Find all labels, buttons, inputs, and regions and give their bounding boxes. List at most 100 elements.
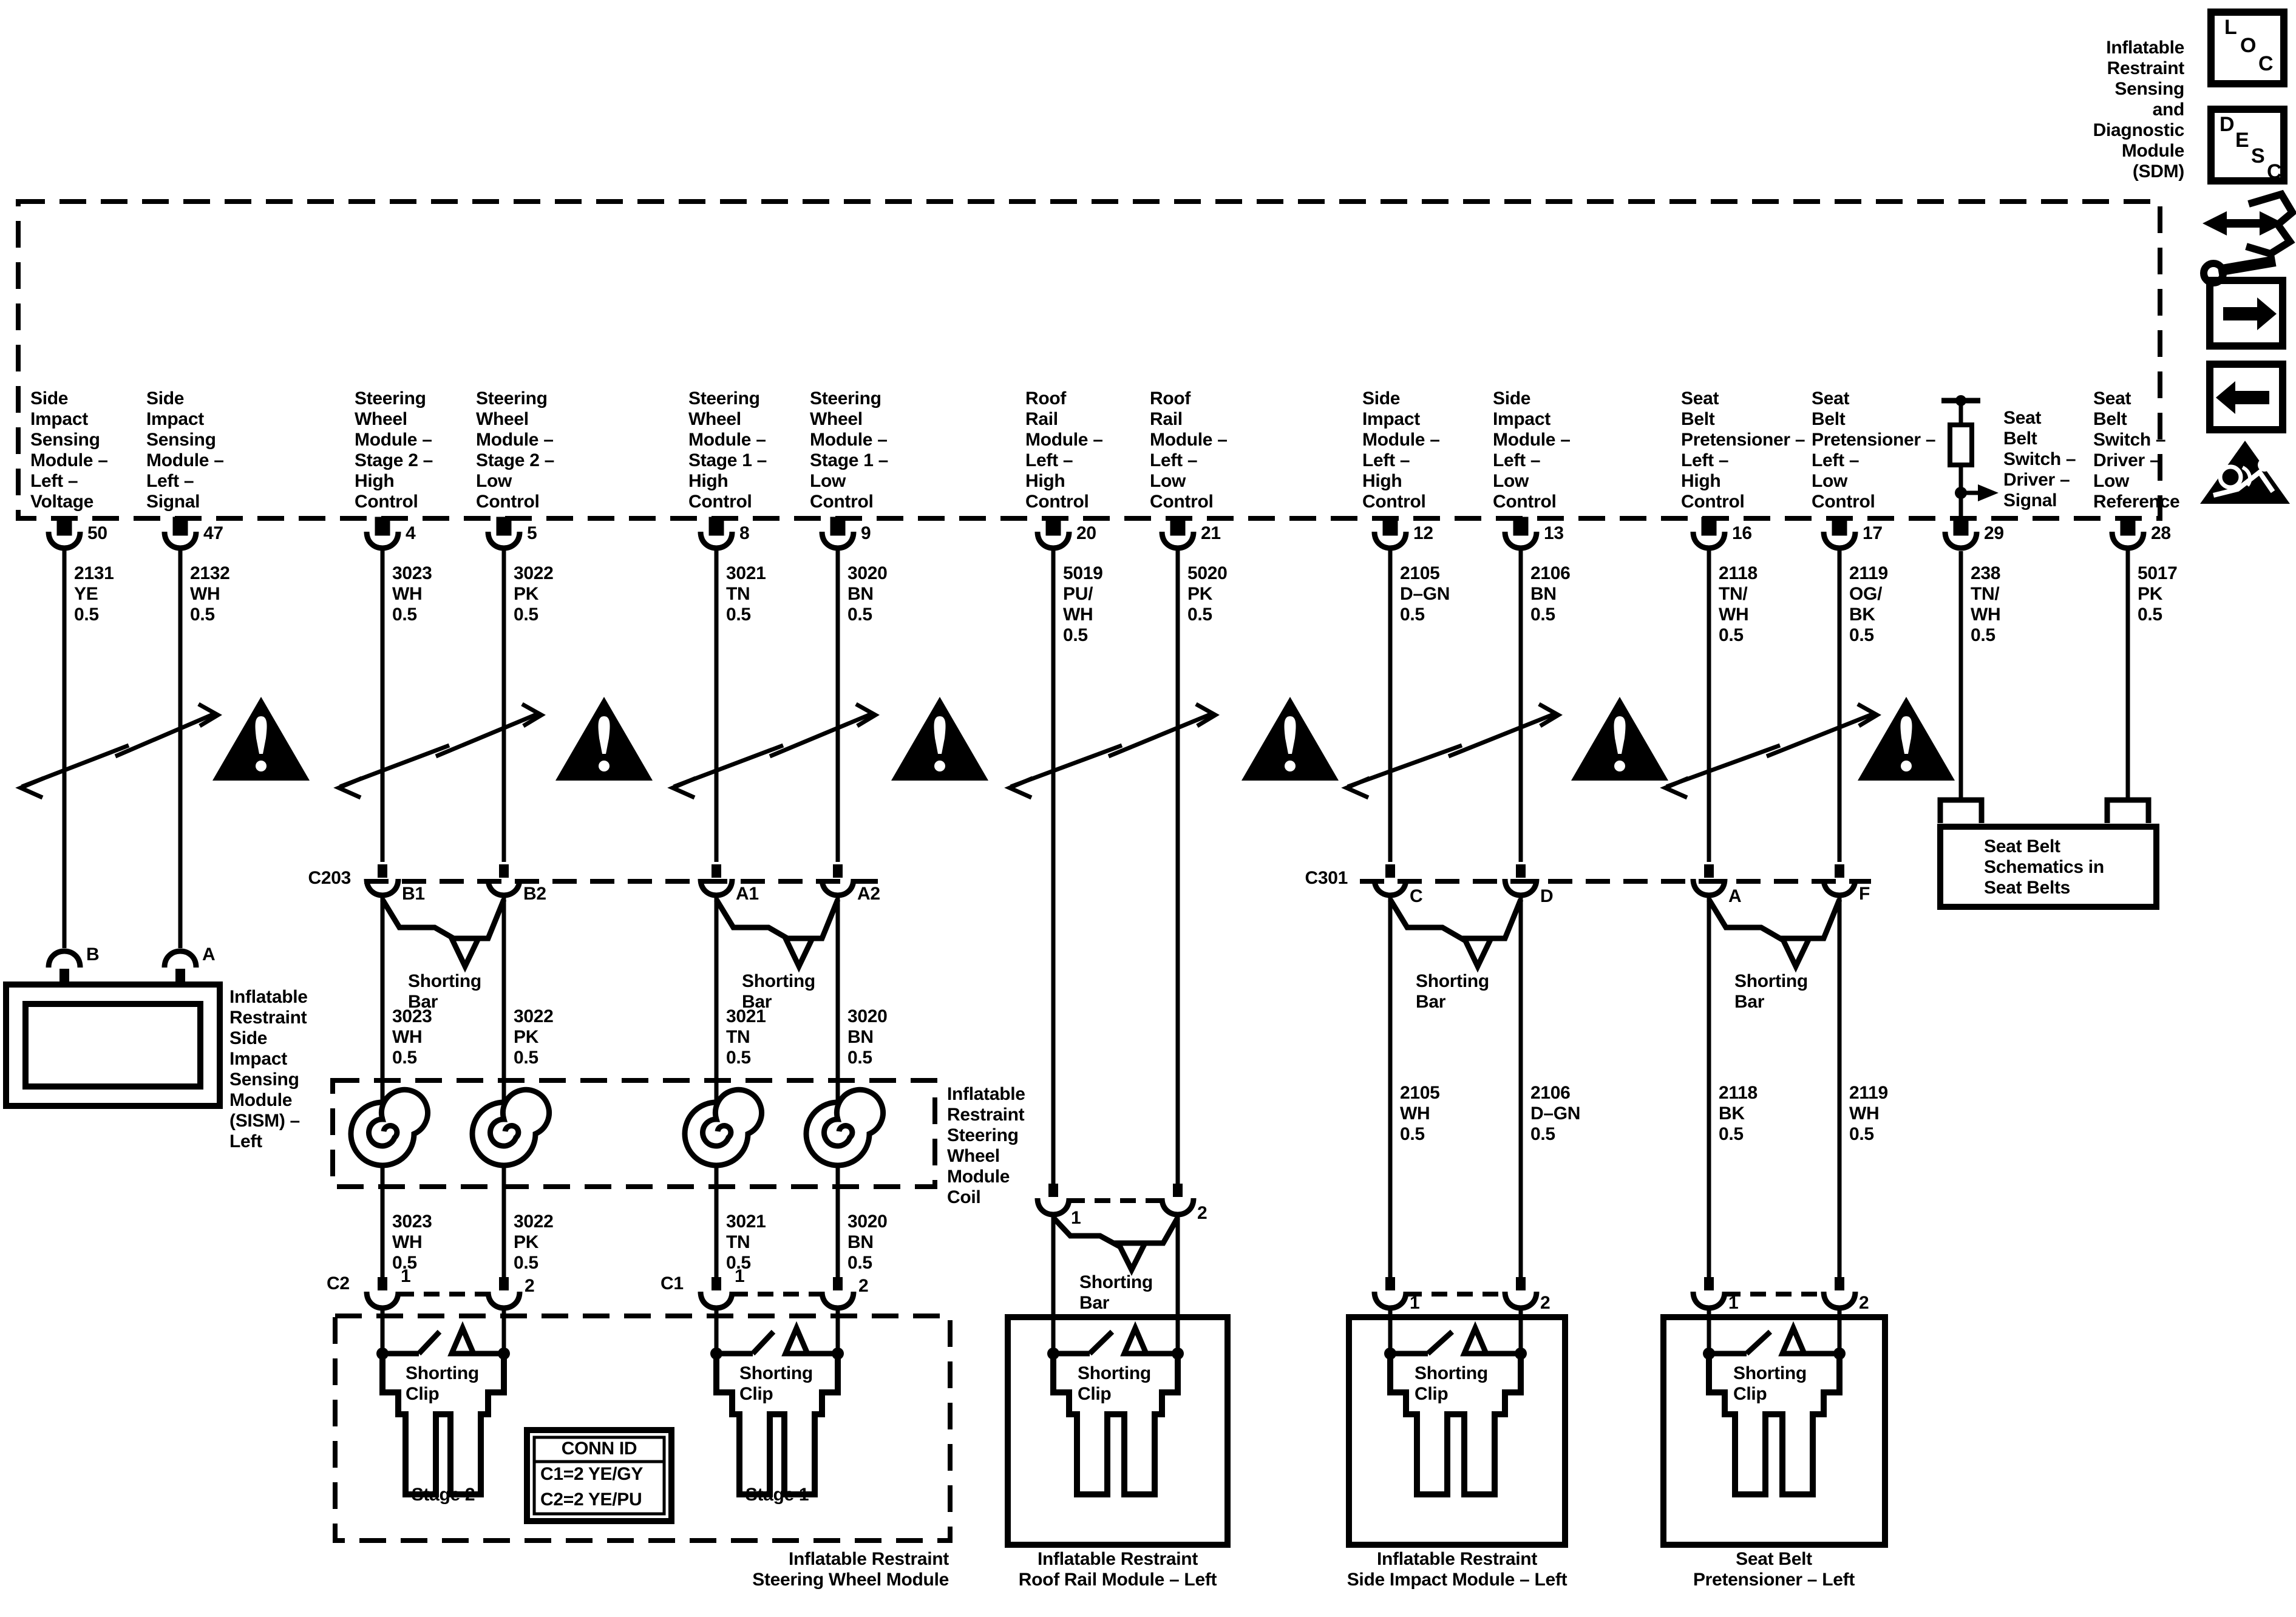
loc-icon-box[interactable] xyxy=(2207,8,2288,87)
pin-letter-a2: A2 xyxy=(857,884,880,904)
pin-letter-a: A xyxy=(1728,886,1742,906)
pt-pin-2: 2 xyxy=(1859,1293,1869,1313)
next-page-icon[interactable] xyxy=(2206,277,2286,350)
wire-5017: 5017 PK 0.5 xyxy=(2138,563,2178,625)
connector-label-c1: C1 xyxy=(661,1273,684,1293)
desc-letter-s: S xyxy=(2251,144,2265,168)
roof-pin-2: 2 xyxy=(1197,1203,1207,1223)
initiator-symbols xyxy=(379,1354,1843,1497)
wire-continuation-breaks xyxy=(15,702,1881,800)
pin-label-28: Seat Belt Switch – Driver – Low Referenc… xyxy=(2093,388,2180,512)
pin-label-50: Side Impact Sensing Module – Left – Volt… xyxy=(30,388,108,512)
roof-rail-module-box xyxy=(1005,1314,1231,1548)
desc-letter-e: E xyxy=(2235,129,2249,152)
sdm-boundary-box xyxy=(16,199,2162,521)
pin-label-4: Steering Wheel Module – Stage 2 – High C… xyxy=(355,388,433,512)
desc-letter-d: D xyxy=(2220,113,2235,136)
pin-num-4: 4 xyxy=(406,523,416,543)
pin-num-17: 17 xyxy=(1863,523,1883,543)
wire-3022-c: 3022 PK 0.5 xyxy=(514,1212,554,1273)
pin-letter-f: F xyxy=(1859,884,1870,904)
coil-label: Inflatable Restraint Steering Wheel Modu… xyxy=(947,1084,1025,1207)
wire-2106-b: 2106 D–GN 0.5 xyxy=(1530,1083,1581,1144)
wire-5020: 5020 PK 0.5 xyxy=(1187,563,1228,625)
roof-rail-connector xyxy=(1034,1184,1197,1218)
pin-num-12: 12 xyxy=(1413,523,1433,543)
pin-num-5: 5 xyxy=(527,523,537,543)
pin-num-9: 9 xyxy=(861,523,871,543)
sdm-title: Inflatable Restraint Sensing and Diagnos… xyxy=(2093,38,2185,181)
pin-num-21: 21 xyxy=(1201,523,1221,543)
pin-label-20: Roof Rail Module – Left – High Control xyxy=(1025,388,1103,512)
conn-id-row-1: C1=2 YE/GY xyxy=(540,1464,644,1484)
connector-label-c301: C301 xyxy=(1305,868,1348,888)
conn-id-row-2: C2=2 YE/PU xyxy=(540,1490,642,1510)
sism-pin-a: A xyxy=(202,944,216,964)
c2-pin-2: 2 xyxy=(525,1276,535,1296)
shorting-bar-label-2: Shorting Bar xyxy=(742,971,815,1012)
shorting-bar-label-1: Shorting Bar xyxy=(408,971,481,1012)
wire-2118-a: 2118 TN/ WH 0.5 xyxy=(1719,563,1758,645)
desc-icon-box[interactable] xyxy=(2207,106,2288,185)
seatbelt-ref-label: Seat Belt Schematics in Seat Belts xyxy=(1984,836,2104,898)
wire-2118-b: 2118 BK 0.5 xyxy=(1719,1083,1758,1144)
pin-label-9: Steering Wheel Module – Stage 1 – Low Co… xyxy=(810,388,889,512)
stage1-label: Stage 1 xyxy=(745,1485,809,1505)
wire-2119-b: 2119 WH 0.5 xyxy=(1849,1083,1888,1144)
sism-module xyxy=(3,948,223,1109)
wire-3021-b: 3021 TN 0.5 xyxy=(726,1006,766,1068)
previous-page-icon[interactable] xyxy=(2206,361,2286,433)
pin-num-29: 29 xyxy=(1984,523,2004,543)
roof-pin-1: 1 xyxy=(1071,1208,1081,1228)
wire-2105-b: 2105 WH 0.5 xyxy=(1400,1083,1440,1144)
wire-3021-a: 3021 TN 0.5 xyxy=(726,563,766,625)
shorting-clip-label-5: Shorting Clip xyxy=(1733,1363,1807,1404)
pin-label-16: Seat Belt Pretensioner – Left – High Con… xyxy=(1681,388,1805,512)
sdm-pins xyxy=(46,517,2147,551)
pin-label-47: Side Impact Sensing Module – Left – Sign… xyxy=(146,388,224,512)
pin-letter-b2: B2 xyxy=(523,884,546,904)
warning-triangle-icons xyxy=(212,697,1955,781)
seat-belt-switch-resistor xyxy=(1941,395,1999,520)
pin-label-21: Roof Rail Module – Left – Low Control xyxy=(1150,388,1228,512)
pin-num-8: 8 xyxy=(739,523,750,543)
wire-5019: 5019 PU/ WH 0.5 xyxy=(1063,563,1103,645)
side-impact-module-label: Inflatable Restraint Side Impact Module … xyxy=(1347,1549,1567,1590)
diagnostic-link-icon[interactable] xyxy=(2200,189,2296,286)
wire-3020-c: 3020 BN 0.5 xyxy=(847,1212,888,1273)
shorting-bar-label-roof: Shorting Bar xyxy=(1079,1272,1153,1313)
si-pin-2: 2 xyxy=(1540,1293,1550,1313)
pin-label-8: Steering Wheel Module – Stage 1 – High C… xyxy=(688,388,767,512)
si-pin-1: 1 xyxy=(1410,1293,1420,1313)
wire-2131: 2131 YE 0.5 xyxy=(74,563,114,625)
seatbelt-reference-box xyxy=(1937,797,2159,910)
pretensioner-module-box xyxy=(1660,1314,1888,1548)
wire-2105-a: 2105 D–GN 0.5 xyxy=(1400,563,1450,625)
shorting-bar-label-3: Shorting Bar xyxy=(1416,971,1489,1012)
loc-letter-o: O xyxy=(2240,34,2257,57)
wire-3023-b: 3023 WH 0.5 xyxy=(392,1006,432,1068)
connector-label-c203: C203 xyxy=(308,868,351,888)
connector-c301 xyxy=(1360,864,1871,898)
wire-238: 238 TN/ WH 0.5 xyxy=(1971,563,2001,645)
pin-letter-c: C xyxy=(1410,886,1423,906)
pin-label-5: Steering Wheel Module – Stage 2 – Low Co… xyxy=(476,388,555,512)
loc-letter-c: C xyxy=(2258,52,2274,75)
wire-3020-a: 3020 BN 0.5 xyxy=(847,563,888,625)
pin-label-29: Seat Belt Switch – Driver – Signal xyxy=(2003,408,2076,510)
wire-3021-c: 3021 TN 0.5 xyxy=(726,1212,766,1273)
steering-module-label: Inflatable Restraint Steering Wheel Modu… xyxy=(752,1549,949,1590)
desc-letter-c: C xyxy=(2267,160,2282,183)
shorting-bar-label-4: Shorting Bar xyxy=(1734,971,1808,1012)
pin-num-47: 47 xyxy=(203,523,223,543)
pt-pin-1: 1 xyxy=(1728,1293,1739,1313)
wire-3023-a: 3023 WH 0.5 xyxy=(392,563,432,625)
icon-column xyxy=(2200,8,2296,504)
c1-pin-2: 2 xyxy=(858,1276,869,1296)
pin-num-50: 50 xyxy=(87,523,107,543)
shorting-clip-label-2: Shorting Clip xyxy=(739,1363,813,1404)
steering-wheel-module-box xyxy=(333,1314,953,1543)
wire-3022-b: 3022 PK 0.5 xyxy=(514,1006,554,1068)
roof-rail-module-label: Inflatable Restraint Roof Rail Module – … xyxy=(1018,1549,1217,1590)
